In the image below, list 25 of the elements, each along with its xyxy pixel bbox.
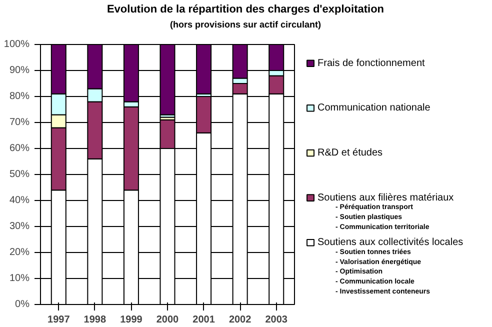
y-tick-label: 50% [9,169,30,180]
y-tick-label: 70% [9,117,30,128]
legend-label: Soutiens aux filières matériaux [318,192,454,204]
x-tick-label: 2000 [156,314,180,326]
legend-label: Communication nationale [318,102,431,114]
y-tick-label: 10% [9,273,30,284]
legend-label: R&D et études [318,147,383,158]
legend-label: Frais de fonctionnement [318,58,425,69]
y-tick-label: 60% [9,143,30,154]
x-tick-label: 1997 [48,314,70,326]
legend-label: Soutiens aux collectivités locales [318,237,464,248]
y-tick-label: 0% [15,299,30,310]
y-tick-label: 90% [9,65,30,76]
y-tick-label: 100% [4,39,30,50]
y-tick-label: 30% [9,221,30,232]
y-tick-label: 40% [9,195,30,206]
chart-subtitle: (hors provisions sur actif circulant) [170,20,322,30]
x-tick-label: 2002 [228,314,252,326]
chart-title: Evolution de la répartition des charges d'exploitation [106,4,384,16]
y-tick-label: 20% [9,247,30,258]
y-tick-label: 80% [9,91,30,102]
x-tick-label: 1999 [120,314,143,326]
x-tick-label: 1998 [84,314,106,326]
x-tick-label: 2001 [192,314,216,326]
x-tick-label: 2003 [265,314,288,326]
